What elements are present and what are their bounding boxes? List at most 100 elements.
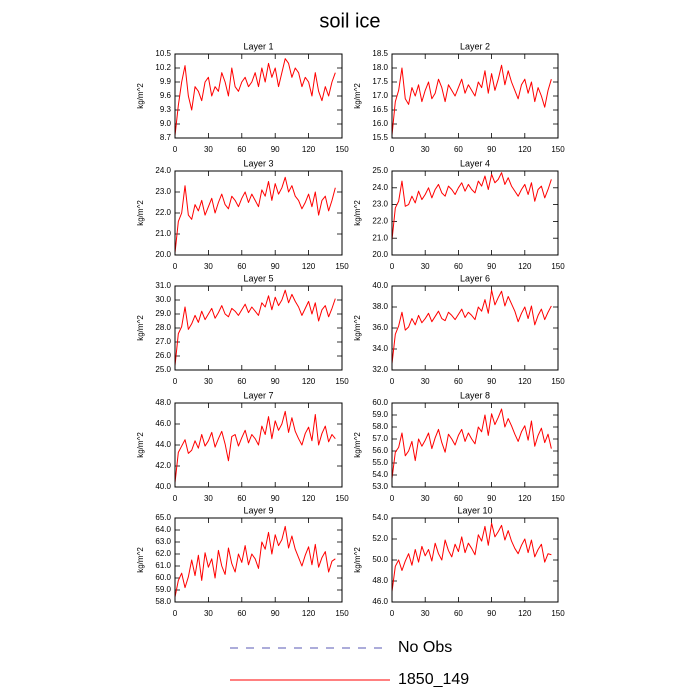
x-tick-label: 0 (173, 377, 178, 386)
y-tick-label: 59.0 (155, 585, 171, 594)
x-tick-label: 90 (487, 609, 496, 618)
y-tick-label: 17.5 (372, 77, 388, 86)
y-axis-label: kg/m^2 (136, 547, 145, 573)
y-tick-label: 46.0 (155, 419, 171, 428)
y-tick-label: 59.0 (372, 410, 388, 419)
y-tick-label: 22.0 (155, 208, 171, 217)
y-tick-label: 55.0 (372, 458, 388, 467)
x-tick-label: 120 (518, 494, 532, 503)
y-tick-label: 36.0 (372, 323, 388, 332)
x-tick-label: 30 (421, 609, 430, 618)
y-tick-label: 25.0 (372, 166, 388, 175)
x-tick-label: 30 (204, 377, 213, 386)
y-tick-label: 31.0 (155, 281, 171, 290)
y-tick-label: 15.5 (372, 133, 388, 142)
data-line (391, 289, 552, 364)
x-tick-label: 30 (204, 609, 213, 618)
y-tick-label: 32.0 (372, 365, 388, 374)
data-line (174, 289, 336, 366)
x-tick-label: 60 (454, 262, 463, 271)
y-tick-label: 56.0 (372, 446, 388, 455)
plot-frame (391, 170, 559, 256)
x-tick-label: 0 (173, 145, 178, 154)
y-tick-label: 10.5 (155, 49, 171, 58)
x-tick-label: 60 (454, 609, 463, 618)
y-tick-label: 24.0 (155, 166, 171, 175)
x-tick-label: 90 (271, 262, 280, 271)
y-tick-label: 48.0 (155, 398, 171, 407)
y-tick-label: 23.0 (372, 200, 388, 209)
y-tick-label: 64.0 (155, 525, 171, 534)
x-tick-label: 30 (421, 145, 430, 154)
x-tick-label: 90 (271, 494, 280, 503)
plot-frame (391, 53, 559, 139)
panel-title: Layer 6 (460, 273, 490, 283)
x-tick-label: 30 (204, 262, 213, 271)
panel-title: Layer 3 (243, 158, 273, 168)
plot-frame (174, 517, 343, 603)
y-tick-label: 46.0 (372, 597, 388, 606)
y-tick-label: 53.0 (372, 482, 388, 491)
y-tick-label: 44.0 (155, 440, 171, 449)
y-axis-label: kg/m^2 (353, 200, 362, 226)
x-tick-label: 30 (421, 494, 430, 503)
x-tick-label: 150 (335, 262, 349, 271)
y-tick-label: 38.0 (372, 302, 388, 311)
y-tick-label: 48.0 (372, 576, 388, 585)
x-tick-label: 150 (335, 494, 349, 503)
x-tick-label: 0 (173, 609, 178, 618)
x-tick-label: 150 (335, 145, 349, 154)
y-axis-label: kg/m^2 (353, 547, 362, 573)
legend-label: No Obs (398, 639, 452, 656)
y-tick-label: 60.0 (372, 398, 388, 407)
y-axis-label: kg/m^2 (353, 432, 362, 458)
y-axis-label: kg/m^2 (136, 83, 145, 109)
panel-title: Layer 7 (243, 390, 273, 400)
x-tick-label: 120 (302, 262, 316, 271)
y-tick-label: 20.0 (372, 250, 388, 259)
data-line (174, 58, 336, 136)
panel-title: Layer 2 (460, 41, 490, 51)
y-tick-label: 54.0 (372, 470, 388, 479)
x-tick-label: 90 (487, 494, 496, 503)
x-tick-label: 0 (390, 494, 395, 503)
y-tick-label: 28.0 (155, 323, 171, 332)
y-tick-label: 18.5 (372, 49, 388, 58)
y-tick-label: 10.2 (155, 63, 171, 72)
y-axis-label: kg/m^2 (136, 200, 145, 226)
x-tick-label: 120 (518, 377, 532, 386)
y-axis-label: kg/m^2 (353, 315, 362, 341)
x-tick-label: 60 (454, 377, 463, 386)
y-tick-label: 29.0 (155, 309, 171, 318)
x-tick-label: 90 (271, 609, 280, 618)
y-tick-label: 26.0 (155, 351, 171, 360)
x-tick-label: 90 (487, 377, 496, 386)
y-tick-label: 40.0 (155, 482, 171, 491)
data-line (174, 410, 336, 483)
plot-frame (174, 402, 343, 488)
x-tick-label: 120 (302, 609, 316, 618)
panel-title: Layer 10 (457, 505, 492, 515)
x-tick-label: 30 (204, 145, 213, 154)
y-tick-label: 16.0 (372, 119, 388, 128)
x-tick-label: 60 (237, 609, 246, 618)
x-tick-label: 0 (390, 145, 395, 154)
x-tick-label: 0 (390, 609, 395, 618)
x-tick-label: 0 (390, 377, 395, 386)
data-line (391, 172, 552, 240)
x-tick-label: 60 (237, 262, 246, 271)
x-tick-label: 150 (551, 262, 565, 271)
y-tick-label: 24.0 (372, 183, 388, 192)
x-tick-label: 90 (487, 145, 496, 154)
x-tick-label: 150 (551, 377, 565, 386)
x-tick-label: 120 (302, 377, 316, 386)
x-tick-label: 60 (237, 377, 246, 386)
x-tick-label: 0 (390, 262, 395, 271)
y-tick-label: 58.0 (155, 597, 171, 606)
x-tick-label: 150 (551, 145, 565, 154)
y-tick-label: 65.0 (155, 513, 171, 522)
y-tick-label: 62.0 (155, 549, 171, 558)
